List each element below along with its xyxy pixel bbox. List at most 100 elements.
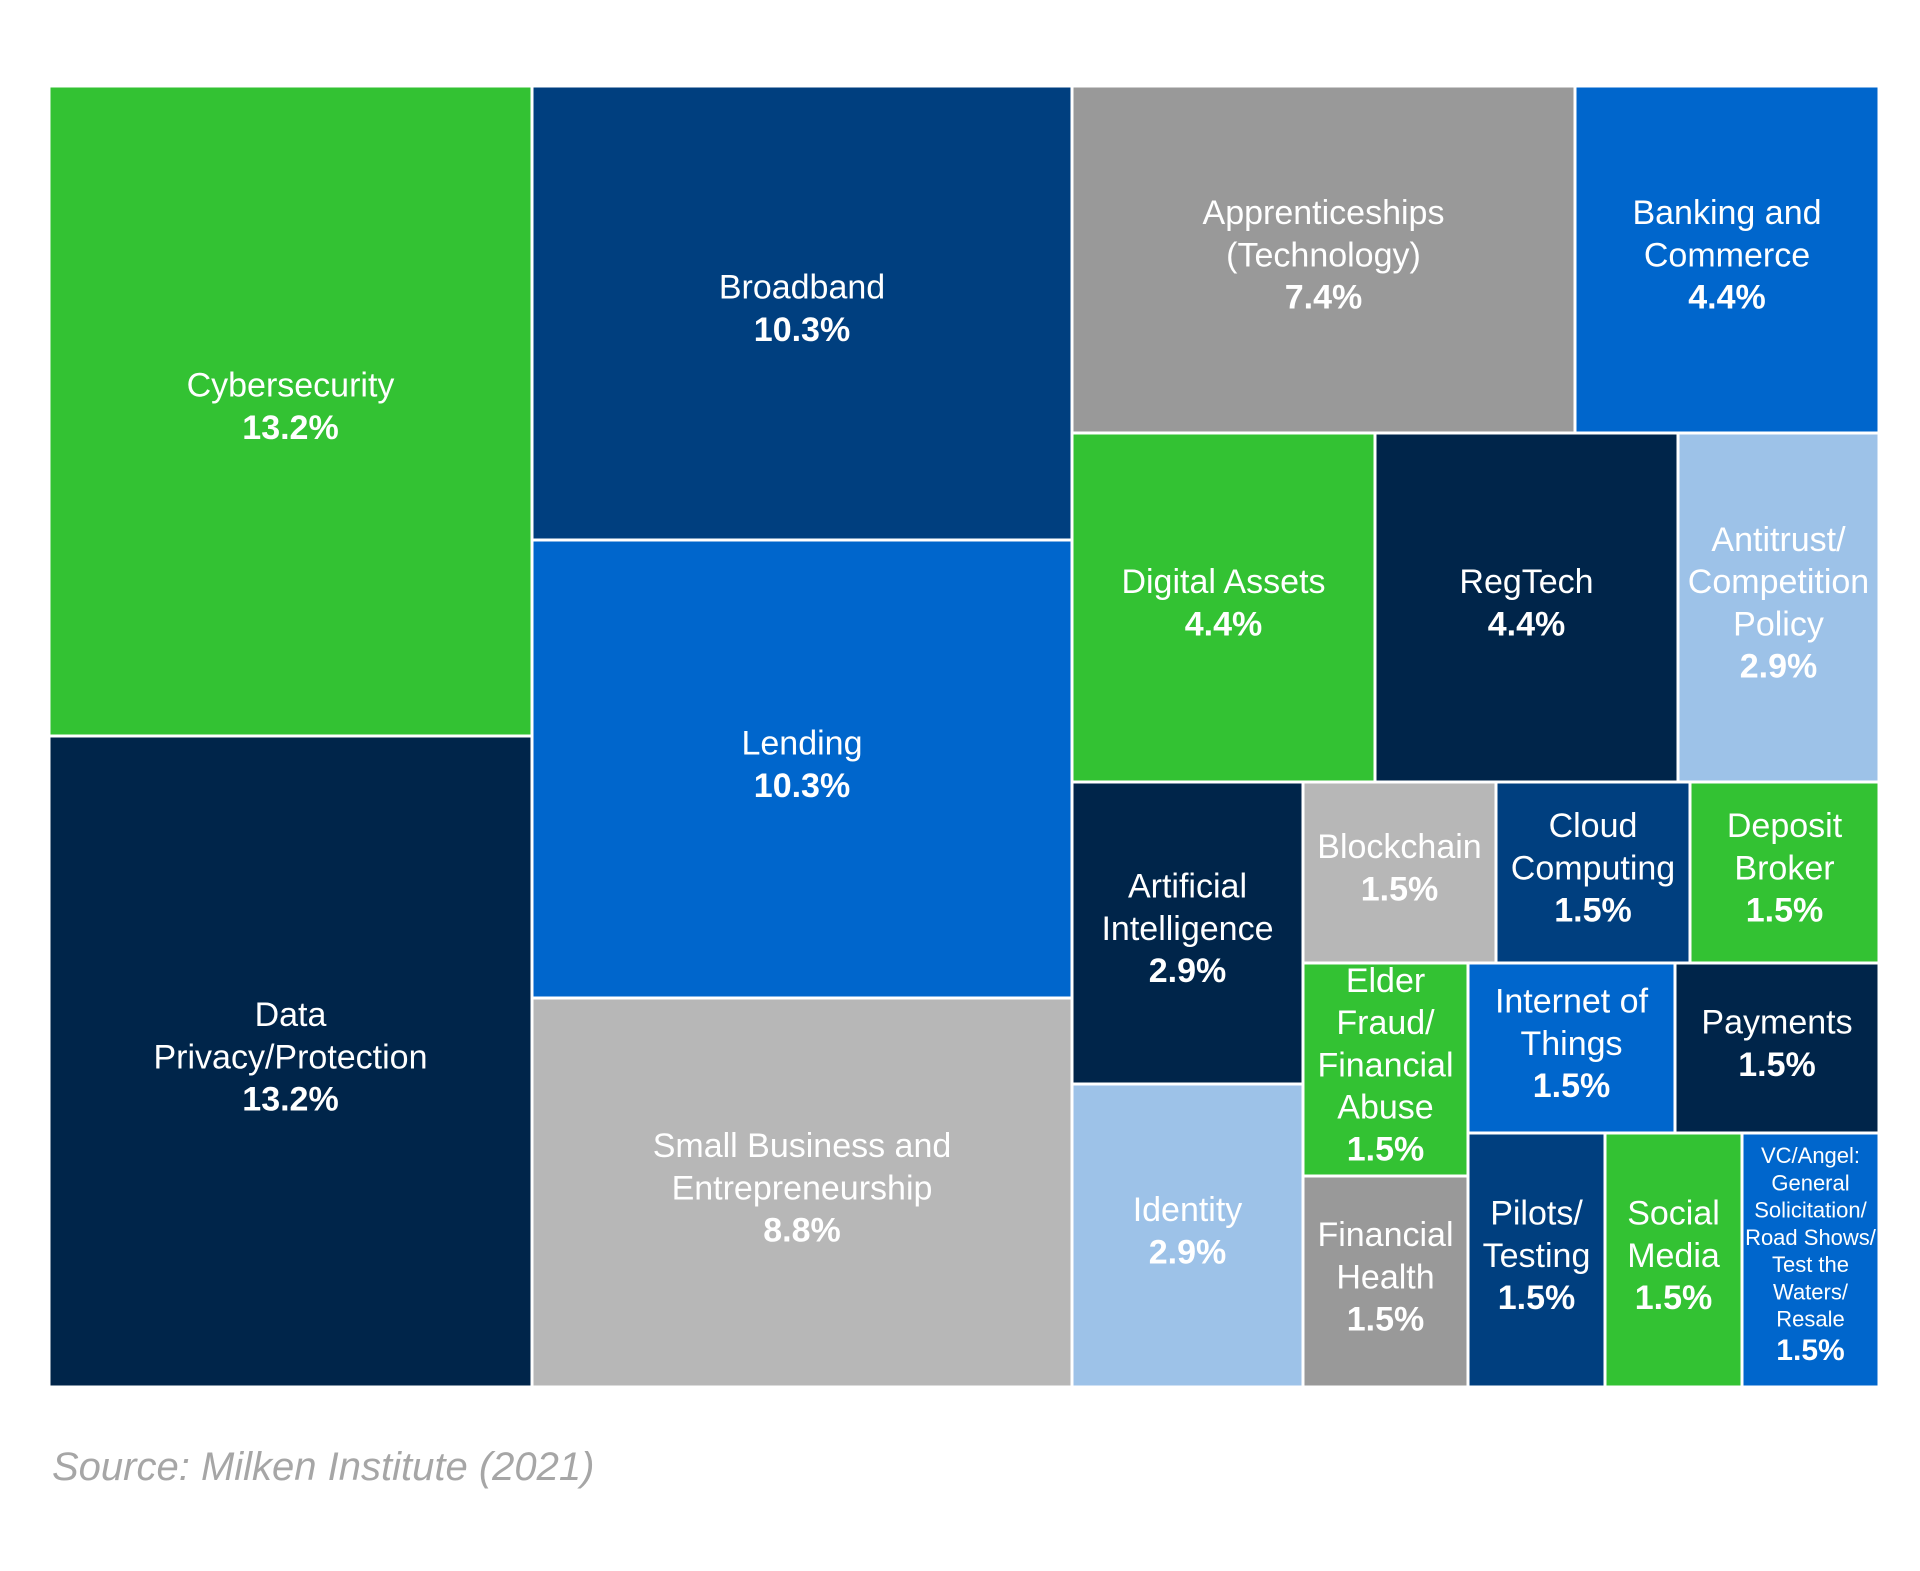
tile-value-data-privacy-protection: 13.2% — [242, 1080, 338, 1118]
tile-value-pilots-testing: 1.5% — [1498, 1279, 1576, 1317]
tile-value-blockchain: 1.5% — [1361, 870, 1439, 908]
tile-label-apprenticeships-technology-0: Apprenticeships — [1203, 194, 1445, 232]
tile-label-vc-angel-general-solicitation-road-shows-test-the-waters-resale-5: Waters/ — [1773, 1279, 1849, 1304]
tile-value-broadband: 10.3% — [754, 311, 850, 349]
tile-value-cybersecurity: 13.2% — [242, 409, 338, 447]
tile-label-vc-angel-general-solicitation-road-shows-test-the-waters-resale-3: Road Shows/ — [1745, 1225, 1877, 1250]
tile-value-financial-health: 1.5% — [1347, 1300, 1425, 1338]
tile-rect-lending — [530, 538, 1074, 1000]
tile-label-small-business-and-entrepreneurship-0: Small Business and — [653, 1127, 952, 1165]
tile-label-vc-angel-general-solicitation-road-shows-test-the-waters-resale-4: Test the — [1772, 1252, 1849, 1277]
tile-label-elder-fraud-financial-abuse-0: Elder — [1346, 962, 1425, 1000]
tile-regtech: RegTech 4.4% — [1373, 431, 1680, 784]
tile-rect-financial-health — [1301, 1174, 1470, 1389]
tile-label-internet-of-things-0: Internet of — [1495, 983, 1649, 1021]
tile-label-cloud-computing-1: Computing — [1511, 849, 1675, 887]
tile-value-vc-angel-general-solicitation-road-shows-test-the-waters-resale: 1.5% — [1776, 1334, 1844, 1367]
tile-label-social-media-1: Media — [1627, 1237, 1720, 1275]
tile-value-cloud-computing: 1.5% — [1554, 891, 1632, 929]
tile-deposit-broker: Deposit Broker 1.5% — [1688, 780, 1881, 965]
tile-value-internet-of-things: 1.5% — [1533, 1067, 1611, 1105]
tile-identity: Identity 2.9% — [1070, 1082, 1305, 1389]
tile-label-artificial-intelligence-0: Artificial — [1128, 868, 1247, 906]
tile-blockchain: Blockchain 1.5% — [1301, 780, 1498, 965]
tile-rect-pilots-testing — [1466, 1131, 1607, 1389]
tile-label-elder-fraud-financial-abuse-3: Abuse — [1337, 1088, 1433, 1126]
tile-rect-elder-fraud-financial-abuse — [1301, 961, 1470, 1178]
tile-artificial-intelligence: Artificial Intelligence 2.9% — [1070, 780, 1305, 1086]
source-caption: Source: Milken Institute (2021) — [52, 1445, 595, 1489]
tile-payments: Payments 1.5% — [1673, 961, 1881, 1135]
tile-value-digital-assets: 4.4% — [1185, 605, 1263, 643]
tile-rect-internet-of-things — [1466, 961, 1677, 1135]
tile-value-deposit-broker: 1.5% — [1746, 891, 1824, 929]
tile-value-elder-fraud-financial-abuse: 1.5% — [1347, 1131, 1425, 1169]
tile-apprenticeships-technology: Apprenticeships (Technology) 7.4% — [1070, 84, 1577, 435]
tile-rect-payments — [1673, 961, 1881, 1135]
tile-label-pilots-testing-1: Testing — [1483, 1237, 1591, 1275]
tile-cybersecurity: Cybersecurity 13.2% — [47, 84, 534, 738]
tile-label-antitrust-competition-policy-2: Policy — [1733, 605, 1824, 643]
tile-label-banking-and-commerce-1: Commerce — [1644, 236, 1810, 274]
tile-label-antitrust-competition-policy-1: Competition — [1688, 563, 1869, 601]
tile-rect-social-media — [1603, 1131, 1744, 1389]
tile-label-blockchain-0: Blockchain — [1317, 828, 1481, 866]
tile-label-vc-angel-general-solicitation-road-shows-test-the-waters-resale-1: General — [1771, 1170, 1849, 1195]
tile-label-apprenticeships-technology-1: (Technology) — [1226, 236, 1421, 274]
tile-label-vc-angel-general-solicitation-road-shows-test-the-waters-resale-2: Solicitation/ — [1754, 1198, 1867, 1223]
tile-label-deposit-broker-1: Broker — [1734, 849, 1834, 887]
tile-label-data-privacy-protection-0: Data — [255, 996, 327, 1034]
tile-value-identity: 2.9% — [1149, 1233, 1227, 1271]
tile-label-lending-0: Lending — [741, 725, 862, 763]
tile-value-social-media: 1.5% — [1635, 1279, 1713, 1317]
tile-value-regtech: 4.4% — [1488, 605, 1566, 643]
tile-label-identity-0: Identity — [1133, 1191, 1243, 1229]
tile-value-banking-and-commerce: 4.4% — [1688, 278, 1766, 316]
tile-label-financial-health-1: Health — [1336, 1258, 1434, 1296]
tile-label-financial-health-0: Financial — [1317, 1216, 1453, 1254]
tile-rect-cloud-computing — [1494, 780, 1692, 965]
tile-label-vc-angel-general-solicitation-road-shows-test-the-waters-resale-6: Resale — [1776, 1307, 1844, 1332]
tile-label-deposit-broker-0: Deposit — [1727, 807, 1843, 845]
tile-label-pilots-testing-0: Pilots/ — [1490, 1195, 1583, 1233]
tile-label-internet-of-things-1: Things — [1520, 1025, 1622, 1063]
tile-digital-assets: Digital Assets 4.4% — [1070, 431, 1377, 784]
tile-rect-apprenticeships-technology — [1070, 84, 1577, 435]
tile-value-small-business-and-entrepreneurship: 8.8% — [763, 1211, 841, 1249]
tile-value-artificial-intelligence: 2.9% — [1149, 952, 1227, 990]
tile-value-lending: 10.3% — [754, 767, 850, 805]
tile-label-broadband-0: Broadband — [719, 269, 885, 307]
tile-rect-cybersecurity — [47, 84, 534, 738]
tile-financial-health: Financial Health 1.5% — [1301, 1174, 1470, 1389]
tile-rect-data-privacy-protection — [47, 734, 534, 1389]
tile-label-cybersecurity-0: Cybersecurity — [187, 367, 395, 405]
tile-label-digital-assets-0: Digital Assets — [1121, 563, 1325, 601]
tile-rect-antitrust-competition-policy — [1676, 431, 1881, 784]
tile-label-payments-0: Payments — [1701, 1004, 1852, 1042]
tile-elder-fraud-financial-abuse: Elder Fraud/Financial Abuse 1.5% — [1301, 961, 1470, 1178]
tile-rect-broadband — [530, 84, 1074, 542]
tile-label-small-business-and-entrepreneurship-1: Entrepreneurship — [672, 1169, 933, 1207]
tile-rect-digital-assets — [1070, 431, 1377, 784]
tile-label-vc-angel-general-solicitation-road-shows-test-the-waters-resale-0: VC/Angel: — [1761, 1143, 1860, 1168]
tile-social-media: Social Media 1.5% — [1603, 1131, 1744, 1389]
tile-rect-identity — [1070, 1082, 1305, 1389]
tile-broadband: Broadband 10.3% — [530, 84, 1074, 542]
tile-small-business-and-entrepreneurship: Small Business and Entrepreneurship 8.8% — [530, 996, 1074, 1389]
tile-banking-and-commerce: Banking and Commerce 4.4% — [1573, 84, 1881, 435]
tile-rect-small-business-and-entrepreneurship — [530, 996, 1074, 1389]
tile-label-banking-and-commerce-0: Banking and — [1632, 194, 1821, 232]
tile-label-antitrust-competition-policy-0: Antitrust/ — [1711, 521, 1846, 559]
tile-cloud-computing: Cloud Computing 1.5% — [1494, 780, 1692, 965]
tile-label-artificial-intelligence-1: Intelligence — [1101, 910, 1273, 948]
tile-data-privacy-protection: Data Privacy/Protection 13.2% — [47, 734, 534, 1389]
tile-vc-angel-general-solicitation-road-shows-test-the-waters-resale: VC/Angel:General Solicitation/Road Shows/… — [1740, 1131, 1881, 1389]
tile-internet-of-things: Internet of Things 1.5% — [1466, 961, 1677, 1135]
tile-label-regtech-0: RegTech — [1459, 563, 1593, 601]
tile-label-cloud-computing-0: Cloud — [1549, 807, 1638, 845]
tile-antitrust-competition-policy: Antitrust/Competition Policy 2.9% — [1676, 431, 1881, 784]
tile-value-apprenticeships-technology: 7.4% — [1285, 278, 1363, 316]
tile-value-payments: 1.5% — [1738, 1046, 1816, 1084]
tile-label-data-privacy-protection-1: Privacy/Protection — [154, 1038, 428, 1076]
